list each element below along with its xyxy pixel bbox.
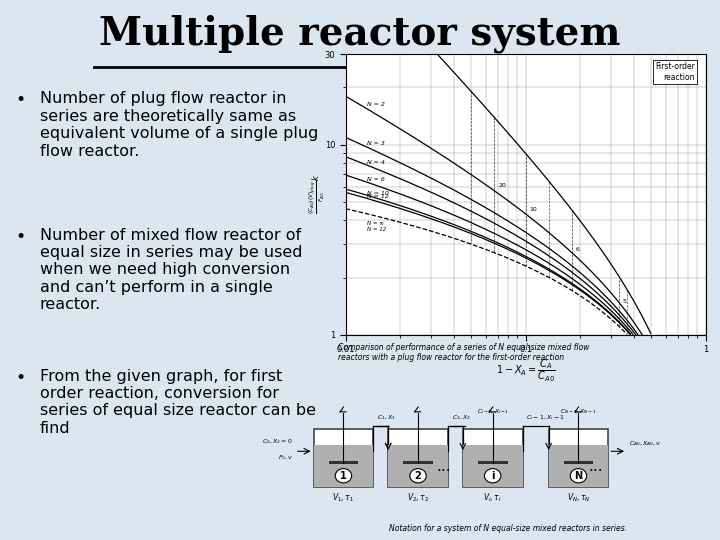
Text: $C_{A0}, X_{A0}, v$: $C_{A0}, X_{A0}, v$ <box>629 439 662 448</box>
Text: ...: ... <box>588 458 603 474</box>
Bar <box>549 429 608 487</box>
Bar <box>564 461 593 464</box>
Bar <box>463 429 523 487</box>
Text: From the given graph, for first
order reaction, conversion for
series of equal s: From the given graph, for first order re… <box>40 368 315 436</box>
Bar <box>314 445 373 487</box>
Text: N = ∞
N = 12: N = ∞ N = 12 <box>367 221 387 232</box>
Text: N = 6: N = 6 <box>367 177 385 183</box>
Text: Number of plug flow reactor in
series are theoretically same as
equivalent volum: Number of plug flow reactor in series ar… <box>40 91 318 159</box>
Text: i: i <box>491 471 495 481</box>
Text: 10: 10 <box>529 207 537 212</box>
Text: First-order
reaction: First-order reaction <box>655 63 695 82</box>
Text: N = 2: N = 2 <box>367 102 385 107</box>
Text: Number of mixed flow reactor of
equal size in series may be used
when we need hi: Number of mixed flow reactor of equal si… <box>40 227 302 312</box>
Bar <box>549 445 608 487</box>
Bar <box>478 461 508 464</box>
Bar <box>328 461 359 464</box>
Text: 20: 20 <box>498 183 506 187</box>
Text: $\frac{(C_{A0})(V)_{plug}}{F_{A0}}k$: $\frac{(C_{A0})(V)_{plug}}{F_{A0}}k$ <box>307 174 327 214</box>
Text: $C_{N-1}, X_{N-1}$: $C_{N-1}, X_{N-1}$ <box>560 407 597 416</box>
Text: 2: 2 <box>415 471 421 481</box>
Text: N = 3: N = 3 <box>367 141 385 146</box>
Text: N = 10: N = 10 <box>367 191 390 195</box>
Bar <box>388 445 448 487</box>
Text: Notation for a system of N equal-size mixed reactors in series.: Notation for a system of N equal-size mi… <box>389 524 626 534</box>
Bar <box>314 429 373 487</box>
Circle shape <box>570 469 587 483</box>
Text: $C_2, X_2$: $C_2, X_2$ <box>451 414 471 422</box>
Text: 5: 5 <box>623 299 626 304</box>
Text: Multiple reactor system: Multiple reactor system <box>99 15 621 53</box>
Text: N = 12: N = 12 <box>367 194 390 199</box>
X-axis label: $1 - X_A = \dfrac{C_A}{C_{A0}}$: $1 - X_A = \dfrac{C_A}{C_{A0}}$ <box>495 357 556 383</box>
Bar <box>463 445 523 487</box>
Circle shape <box>336 469 351 483</box>
Bar <box>388 429 448 487</box>
Text: 1: 1 <box>340 471 347 481</box>
Text: $C_i-1, X_i-1$: $C_i-1, X_i-1$ <box>526 414 565 422</box>
Text: •: • <box>16 91 26 109</box>
Text: $C_{i-1}, X_{i-1}$: $C_{i-1}, X_{i-1}$ <box>477 407 509 416</box>
Text: $V_1, \tau_1$: $V_1, \tau_1$ <box>333 492 354 504</box>
Circle shape <box>485 469 501 483</box>
Text: $C_1, X_1$: $C_1, X_1$ <box>377 414 396 422</box>
Bar <box>403 461 433 464</box>
Circle shape <box>410 469 426 483</box>
Text: $V_2, \tau_2$: $V_2, \tau_2$ <box>407 492 429 504</box>
Text: •: • <box>16 368 26 387</box>
Text: $V_N, \tau_N$: $V_N, \tau_N$ <box>567 492 590 504</box>
Text: 6: 6 <box>575 247 579 252</box>
Text: ...: ... <box>437 458 451 474</box>
Text: $C_0, X_2=0$: $C_0, X_2=0$ <box>262 437 293 447</box>
Text: N: N <box>575 471 582 481</box>
Text: •: • <box>16 227 26 246</box>
Text: N = 4: N = 4 <box>367 160 385 165</box>
Text: $V_i, \tau_i$: $V_i, \tau_i$ <box>483 492 502 504</box>
Text: $F_0, v$: $F_0, v$ <box>277 453 293 462</box>
Text: Comparison of performance of a series of N equal-size mixed flow
reactors with a: Comparison of performance of a series of… <box>338 343 590 362</box>
